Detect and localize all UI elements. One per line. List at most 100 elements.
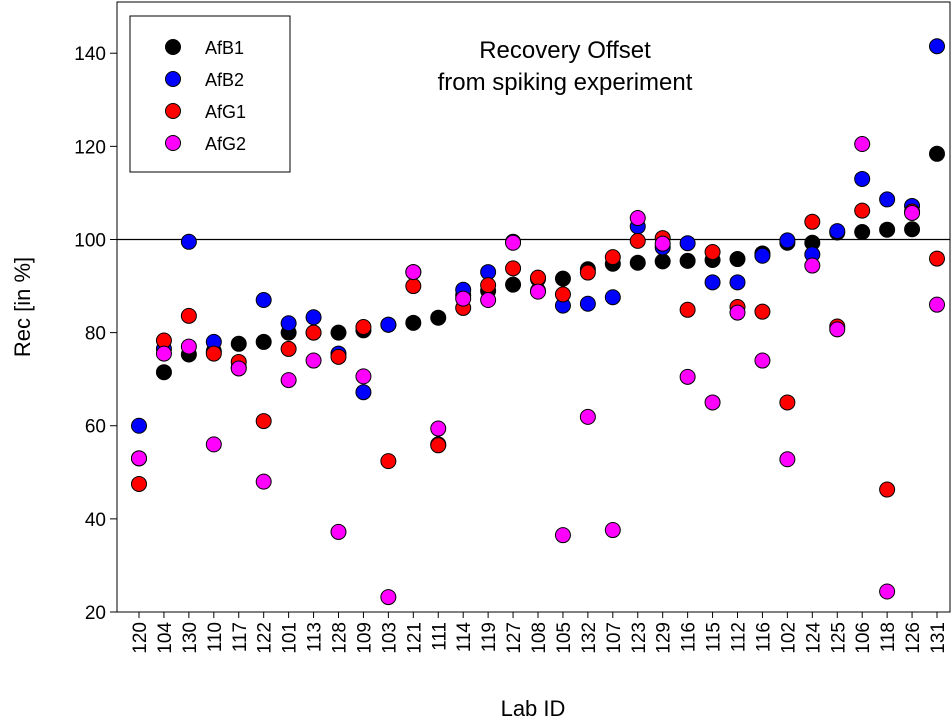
data-point xyxy=(280,372,297,389)
legend-label: AfG1 xyxy=(205,102,246,122)
data-point xyxy=(380,316,397,333)
data-point xyxy=(779,451,796,468)
data-point xyxy=(579,295,596,312)
data-point xyxy=(779,394,796,411)
chart-subtitle: from spiking experiment xyxy=(438,69,693,96)
x-tick-label: 131 xyxy=(928,622,949,654)
data-point xyxy=(754,352,771,369)
data-point xyxy=(305,309,322,326)
y-tick-label: 120 xyxy=(74,137,106,158)
plot-frame xyxy=(116,1,951,613)
data-point xyxy=(579,408,596,425)
data-point xyxy=(554,270,571,287)
data-point xyxy=(754,247,771,264)
x-tick-label: 129 xyxy=(654,622,675,654)
data-point xyxy=(405,278,422,295)
data-point xyxy=(330,523,347,540)
x-tick-label: 132 xyxy=(579,622,600,654)
data-point xyxy=(929,296,945,313)
data-point xyxy=(280,315,297,332)
data-point xyxy=(829,321,846,338)
data-point xyxy=(131,417,147,434)
y-tick-label: 80 xyxy=(85,324,106,345)
x-axis-label: Lab ID xyxy=(501,696,566,721)
data-point xyxy=(654,235,671,252)
data-point xyxy=(330,324,347,341)
data-point xyxy=(530,283,546,300)
x-tick-label: 126 xyxy=(903,622,924,654)
data-point xyxy=(180,338,197,355)
legend-marker xyxy=(165,71,181,87)
legend-marker xyxy=(165,39,181,55)
data-point xyxy=(355,384,372,401)
data-point xyxy=(929,250,945,267)
data-point xyxy=(554,286,571,303)
y-tick-label: 40 xyxy=(85,510,106,531)
data-point xyxy=(629,254,646,271)
x-tick-label: 119 xyxy=(479,622,500,652)
y-axis-label: Rec [in %] xyxy=(10,257,35,357)
x-tick-label: 122 xyxy=(255,622,276,654)
x-tick-label: 105 xyxy=(554,622,575,654)
x-tick-label: 130 xyxy=(180,622,201,654)
legend-label: AfB2 xyxy=(205,70,244,90)
legend-box xyxy=(129,15,291,173)
data-point xyxy=(405,264,422,281)
x-tick-label: 120 xyxy=(130,622,151,654)
data-point xyxy=(704,244,721,261)
data-point xyxy=(629,210,646,227)
legend-marker xyxy=(165,135,181,151)
data-point xyxy=(729,274,746,291)
data-point xyxy=(679,252,696,269)
x-tick-label: 112 xyxy=(729,622,750,652)
data-point xyxy=(131,450,147,467)
chart-title: Recovery Offset xyxy=(479,37,651,64)
x-tick-label: 104 xyxy=(155,622,176,654)
data-point xyxy=(904,204,921,221)
data-point xyxy=(679,368,696,385)
data-point xyxy=(255,292,272,309)
legend-label: AfG2 xyxy=(205,134,246,154)
data-point xyxy=(305,352,322,369)
data-point xyxy=(604,522,621,539)
y-tick-label: 20 xyxy=(85,603,106,624)
data-point xyxy=(729,304,746,321)
x-tick-label: 121 xyxy=(404,622,425,654)
data-point xyxy=(629,232,646,249)
data-point xyxy=(879,191,896,208)
data-point xyxy=(804,213,821,230)
data-point xyxy=(205,436,222,453)
data-point xyxy=(355,368,372,385)
data-point xyxy=(929,38,945,55)
data-point xyxy=(380,453,397,470)
data-point xyxy=(679,235,696,252)
data-point xyxy=(779,232,796,249)
data-point xyxy=(180,307,197,324)
legend-marker xyxy=(165,103,181,119)
x-tick-label: 116 xyxy=(679,622,700,652)
data-point xyxy=(879,481,896,498)
data-point xyxy=(305,324,322,341)
data-point xyxy=(180,233,197,250)
data-point xyxy=(530,269,546,286)
x-tick-label: 125 xyxy=(828,622,849,654)
data-point xyxy=(829,223,846,240)
x-tick-label: 117 xyxy=(230,622,251,652)
x-tick-label: 114 xyxy=(454,622,475,653)
x-tick-label: 115 xyxy=(704,622,725,652)
data-point xyxy=(554,527,571,544)
data-point xyxy=(255,413,272,430)
x-tick-label: 103 xyxy=(379,622,400,654)
data-point xyxy=(230,360,247,377)
data-point xyxy=(430,437,447,454)
x-tick-label: 116 xyxy=(753,622,774,652)
x-tick-label: 128 xyxy=(330,622,351,654)
data-point xyxy=(929,145,945,162)
x-tick-label: 111 xyxy=(429,622,450,651)
y-tick-label: 60 xyxy=(85,417,106,438)
data-point xyxy=(430,309,447,326)
data-point xyxy=(480,277,497,294)
x-tick-label: 102 xyxy=(778,622,799,654)
data-point xyxy=(405,314,422,331)
data-point xyxy=(455,290,472,307)
